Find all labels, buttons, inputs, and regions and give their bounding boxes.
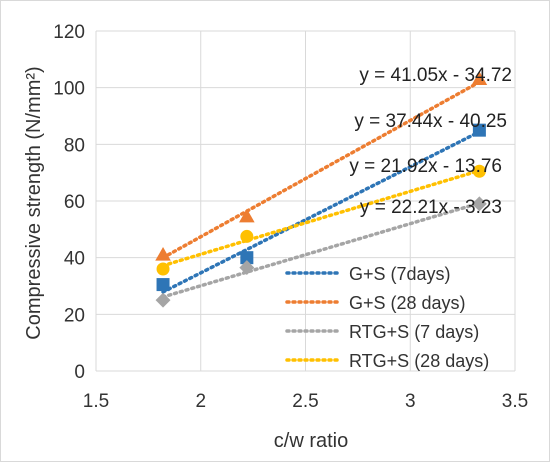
x-axis-label: c/w ratio xyxy=(274,430,348,452)
legend: G+S (7days) G+S (28 days) RTG+S (7 days) RT… xyxy=(285,264,489,371)
trendline-series-2 xyxy=(161,201,482,299)
y-tick-label: 0 xyxy=(74,362,85,383)
trendline-series-1 xyxy=(161,80,482,260)
legend-entry: RTG+S (7 days) xyxy=(349,322,479,342)
x-tick-label: 3.5 xyxy=(502,391,528,412)
grid xyxy=(95,30,516,372)
data-point-series-0 xyxy=(472,123,486,137)
data-point-series-1 xyxy=(155,247,171,261)
legend-entry: RTG+S (28 days) xyxy=(349,351,489,371)
data-point-series-0 xyxy=(156,278,170,292)
trendline-equation: y = 22.21x - 3.23 xyxy=(360,197,502,218)
data-point-series-2 xyxy=(155,292,171,308)
x-tick-label: 1.5 xyxy=(83,391,109,412)
x-tick-label: 2 xyxy=(195,391,206,412)
y-tick-label: 80 xyxy=(64,135,85,156)
data-point-series-2 xyxy=(239,260,255,276)
x-tick-label: 2.5 xyxy=(292,391,318,412)
trendline-series-0 xyxy=(161,130,482,294)
trendline-series-3 xyxy=(161,168,482,268)
data-point-series-1 xyxy=(471,71,488,86)
trendline-equation: y = 41.05x - 34.72 xyxy=(359,65,512,86)
data-point-series-3 xyxy=(240,229,254,243)
data-point-series-1 xyxy=(239,208,255,223)
legend-entry: G+S (7days) xyxy=(349,264,451,284)
trendlines xyxy=(161,80,482,299)
tick-labels: 0 20 40 60 80 100 120 1.5 2 2.5 3 3.5 xyxy=(53,22,528,412)
y-tick-label: 40 xyxy=(64,249,85,270)
y-tick-label: 120 xyxy=(53,22,85,43)
y-tick-label: 60 xyxy=(64,192,85,213)
data-point-series-0 xyxy=(240,251,254,265)
trendline-equations: y = 37.44x - 40.25 y = 41.05x - 34.72 y = … xyxy=(349,65,512,218)
data-point-series-3 xyxy=(472,164,486,178)
legend-entry: G+S (28 days) xyxy=(349,293,466,313)
y-tick-label: 100 xyxy=(53,79,85,100)
trendline-equation: y = 37.44x - 40.25 xyxy=(354,111,507,132)
y-tick-label: 20 xyxy=(64,305,85,326)
data-point-series-3 xyxy=(156,262,170,276)
x-tick-label: 3 xyxy=(405,391,416,412)
data-markers xyxy=(155,71,488,308)
y-axis-label: Compressive strength (N/mm²) xyxy=(23,66,45,339)
trendline-equation: y = 21.92x - 13.76 xyxy=(349,156,502,177)
data-point-series-2 xyxy=(471,196,487,212)
